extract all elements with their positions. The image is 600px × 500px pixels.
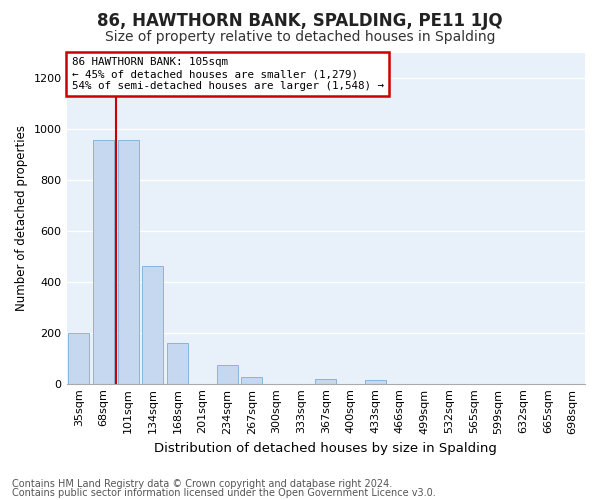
Bar [167, 343, 188, 384]
Bar [241, 378, 262, 384]
Text: Size of property relative to detached houses in Spalding: Size of property relative to detached ho… [105, 30, 495, 44]
Text: Contains public sector information licensed under the Open Government Licence v3: Contains public sector information licen… [12, 488, 436, 498]
Bar [68, 332, 89, 384]
X-axis label: Distribution of detached houses by size in Spalding: Distribution of detached houses by size … [154, 442, 497, 455]
Bar [365, 380, 386, 384]
Text: Contains HM Land Registry data © Crown copyright and database right 2024.: Contains HM Land Registry data © Crown c… [12, 479, 392, 489]
Text: 86 HAWTHORN BANK: 105sqm
← 45% of detached houses are smaller (1,279)
54% of sem: 86 HAWTHORN BANK: 105sqm ← 45% of detach… [72, 58, 384, 90]
Text: 86, HAWTHORN BANK, SPALDING, PE11 1JQ: 86, HAWTHORN BANK, SPALDING, PE11 1JQ [97, 12, 503, 30]
Bar [315, 378, 336, 384]
Bar [142, 266, 163, 384]
Y-axis label: Number of detached properties: Number of detached properties [15, 125, 28, 311]
Bar [217, 364, 238, 384]
Bar [118, 140, 139, 384]
Bar [93, 140, 114, 384]
